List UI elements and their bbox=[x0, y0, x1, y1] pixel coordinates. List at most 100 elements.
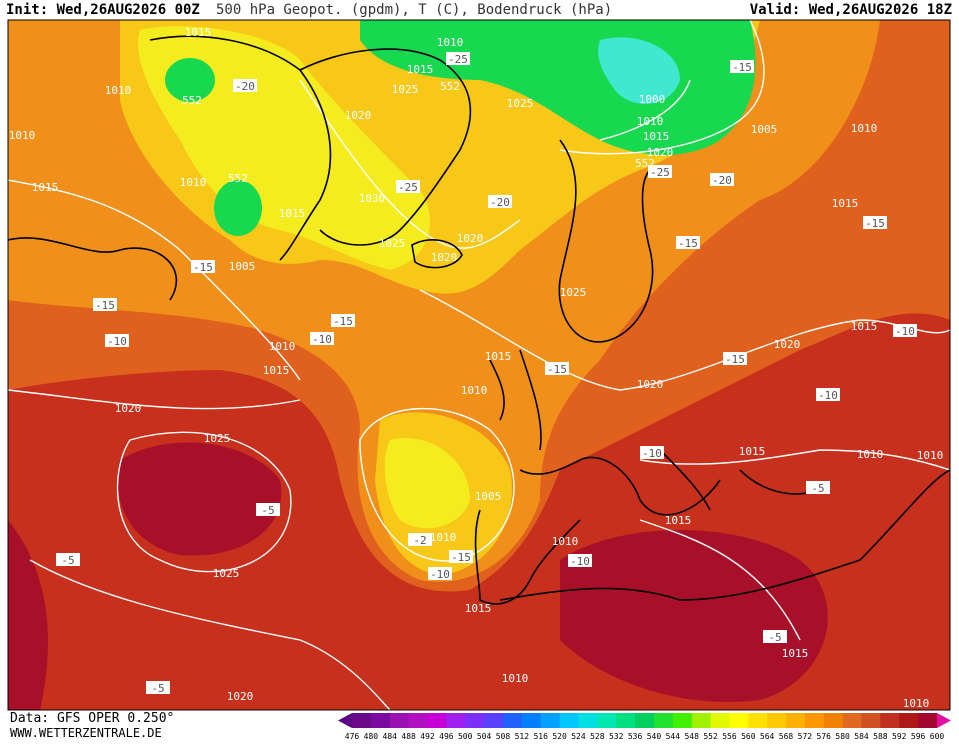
temp-label-box bbox=[730, 60, 754, 73]
colorbar-label: 544 bbox=[666, 732, 681, 741]
colorbar-label: 560 bbox=[741, 732, 756, 741]
pressure-label: 1015 bbox=[665, 514, 692, 527]
pressure-label: 1015 bbox=[185, 26, 212, 39]
temp-label: -15 bbox=[193, 261, 213, 274]
temp-label: -15 bbox=[547, 363, 567, 376]
pressure-label: 1015 bbox=[485, 350, 512, 363]
temp-label-box bbox=[723, 352, 747, 365]
pressure-label: 1010 bbox=[9, 129, 36, 142]
temp-label: -15 bbox=[678, 237, 698, 250]
colorbar-label: 540 bbox=[647, 732, 662, 741]
pressure-label: 1015 bbox=[832, 197, 859, 210]
colorbar-label: 508 bbox=[496, 732, 511, 741]
pressure-label: 1025 bbox=[507, 97, 534, 110]
temp-label: -10 bbox=[312, 333, 332, 346]
temp-label: -15 bbox=[865, 217, 885, 230]
colorbar-swatch bbox=[370, 713, 391, 728]
pressure-label: 1020 bbox=[457, 232, 484, 245]
colorbar-label: 584 bbox=[854, 732, 869, 741]
temp-label: -5 bbox=[811, 482, 824, 495]
map-title: 500 hPa Geopot. (gpdm), T (C), Bodendruc… bbox=[216, 2, 612, 18]
colorbar-swatch bbox=[446, 713, 466, 728]
temp-label-box bbox=[449, 550, 473, 563]
colorbar-label: 532 bbox=[609, 732, 624, 741]
pressure-label: 1025 bbox=[392, 83, 419, 96]
pressure-label: 1020 bbox=[647, 146, 674, 159]
temp-label: -10 bbox=[895, 325, 915, 338]
temp-label-box bbox=[863, 216, 887, 229]
pressure-label: 1030 bbox=[359, 192, 386, 205]
colorbar-label: 588 bbox=[873, 732, 888, 741]
colorbar-swatch bbox=[540, 713, 561, 728]
colorbar-swatch bbox=[465, 713, 485, 728]
colorbar-swatch bbox=[748, 713, 768, 728]
colorbar-label: 600 bbox=[930, 732, 945, 741]
colorbar-swatch bbox=[408, 713, 428, 728]
map-frame bbox=[7, 19, 951, 711]
colorbar-swatch bbox=[786, 713, 806, 728]
init-label: Init: Wed,26AUG2026 00Z bbox=[6, 2, 200, 18]
colorbar-label: 568 bbox=[779, 732, 794, 741]
temp-label-box bbox=[146, 681, 170, 694]
pressure-label: 1010 bbox=[269, 340, 296, 353]
pressure-label: 1010 bbox=[502, 672, 529, 685]
pressure-label: 1015 bbox=[263, 364, 290, 377]
colorbar-swatch bbox=[899, 713, 919, 728]
colorbar-label: 500 bbox=[458, 732, 473, 741]
pressure-label: 1015 bbox=[32, 181, 59, 194]
colorbar-swatch bbox=[691, 713, 712, 728]
pressure-label: 1010 bbox=[917, 449, 944, 462]
colorbar-swatch bbox=[880, 713, 900, 728]
temp-label-box bbox=[710, 173, 734, 186]
pressure-label: 1010 bbox=[857, 448, 884, 461]
temp-label: -15 bbox=[725, 353, 745, 366]
colorbar-swatch bbox=[710, 713, 730, 728]
temp-label: -25 bbox=[448, 53, 468, 66]
colorbar-label: 592 bbox=[892, 732, 907, 741]
temp-label-box bbox=[568, 554, 592, 567]
colorbar-label: 572 bbox=[798, 732, 813, 741]
pressure-label: 1025 bbox=[213, 567, 240, 580]
colorbar-swatch bbox=[653, 713, 674, 728]
temp-label-box bbox=[648, 165, 672, 178]
colorbar-swatch bbox=[597, 713, 617, 728]
field-darkred bbox=[117, 442, 282, 556]
temp-label-box bbox=[256, 503, 280, 516]
valid-label: Valid: Wed,26AUG2026 18Z bbox=[750, 2, 952, 18]
pressure-label: 1010 bbox=[637, 115, 664, 128]
temp-label-box bbox=[233, 79, 257, 92]
colorbar-label: 524 bbox=[571, 732, 586, 741]
colorbar-end bbox=[937, 713, 951, 728]
colorbar-swatch bbox=[559, 713, 579, 728]
colorbar-label: 576 bbox=[817, 732, 832, 741]
field-darkred bbox=[560, 530, 828, 702]
colorbar-swatch bbox=[352, 713, 372, 728]
pressure-label: 1020 bbox=[431, 251, 458, 264]
site-url: WWW.WETTERZENTRALE.DE bbox=[10, 726, 162, 740]
pressure-label: 1010 bbox=[430, 531, 457, 544]
colorbar-label: 504 bbox=[477, 732, 492, 741]
field-green-patch bbox=[214, 180, 262, 236]
temp-label: -15 bbox=[333, 315, 353, 328]
temp-label-box bbox=[310, 332, 334, 345]
temp-label-box bbox=[893, 324, 917, 337]
data-source: Data: GFS OPER 0.250° bbox=[10, 711, 174, 726]
temp-label: -15 bbox=[451, 551, 471, 564]
temp-label-box bbox=[640, 446, 664, 459]
colorbar-swatch bbox=[672, 713, 693, 728]
temp-label: -15 bbox=[95, 299, 115, 312]
temp-label-box bbox=[56, 553, 80, 566]
temp-label: -5 bbox=[261, 504, 274, 517]
temp-label-box bbox=[545, 362, 569, 375]
colorbar-swatch bbox=[521, 713, 542, 728]
colorbar-label: 516 bbox=[533, 732, 548, 741]
field-green-patch bbox=[165, 58, 215, 102]
pressure-label: 1010 bbox=[851, 122, 878, 135]
colorbar-swatch bbox=[767, 713, 787, 728]
temp-label-box bbox=[331, 314, 355, 327]
temp-label: -10 bbox=[570, 555, 590, 568]
colorbar-label: 496 bbox=[439, 732, 454, 741]
pressure-label: 1010 bbox=[461, 384, 488, 397]
colorbar-label: 580 bbox=[835, 732, 850, 741]
